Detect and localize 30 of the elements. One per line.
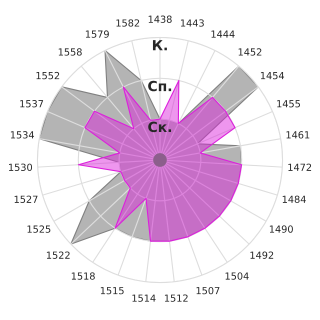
spoke-label: 1443 — [180, 19, 204, 27]
spoke-label: 1461 — [286, 131, 310, 139]
spoke-label: 1534 — [10, 131, 34, 139]
y-tick-label: Ск. — [148, 122, 172, 132]
spoke-label: 1527 — [14, 196, 38, 203]
spoke-label: 1444 — [211, 30, 235, 38]
spoke-label: 1525 — [28, 225, 50, 233]
spoke-label: 1455 — [277, 100, 300, 108]
spoke-label: 1514 — [132, 294, 156, 302]
spoke-label: 1522 — [46, 251, 70, 259]
spoke-label: 1490 — [270, 225, 293, 233]
spoke-label: 1472 — [288, 164, 312, 171]
spoke-label: 1515 — [100, 287, 124, 294]
spoke-label: 1492 — [250, 251, 274, 259]
spoke-label: 1504 — [226, 272, 249, 280]
spoke-label: 1507 — [196, 286, 220, 294]
spoke-label: 1518 — [72, 272, 95, 280]
spoke-label: 1558 — [58, 48, 82, 56]
spoke-label: 1484 — [282, 196, 306, 203]
spoke-label: 1582 — [116, 19, 140, 27]
spoke-label: 1512 — [164, 294, 188, 302]
spoke-label: 1552 — [36, 72, 60, 80]
spoke-label: 1454 — [260, 72, 284, 80]
y-tick-label: Сп. — [148, 80, 172, 92]
spoke-label: 1530 — [9, 164, 32, 171]
spoke-label: 1452 — [238, 48, 262, 56]
spoke-label: 1438 — [148, 16, 172, 23]
y-tick-label: К. — [152, 40, 167, 50]
spoke-label: 1537 — [20, 100, 44, 108]
spoke-label: 1579 — [86, 30, 109, 38]
